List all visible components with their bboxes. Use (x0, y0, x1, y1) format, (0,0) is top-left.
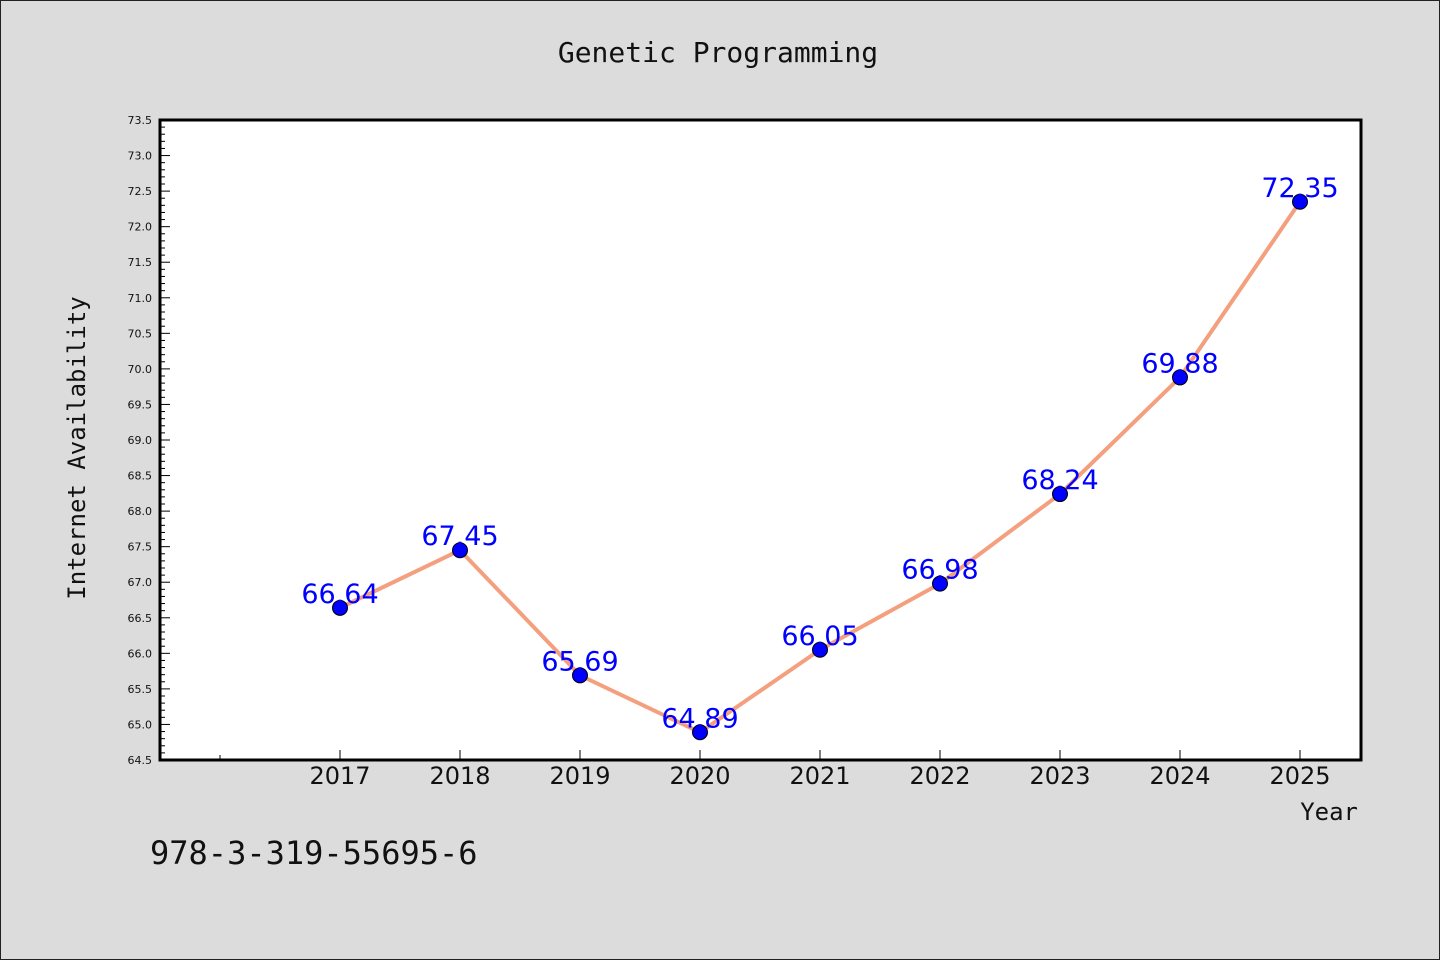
y-tick-label: 72.5 (128, 185, 153, 198)
y-tick-label: 68.5 (128, 470, 153, 483)
y-tick-label: 69.5 (128, 398, 153, 411)
y-tick-label: 70.0 (128, 363, 153, 376)
data-point (692, 724, 708, 741)
data-label: 65.69 (541, 646, 618, 677)
y-tick-label: 67.5 (128, 541, 153, 554)
data-label: 66.05 (781, 621, 858, 652)
footer-identifier: 978-3-319-55695-6 (150, 834, 478, 872)
y-tick-label: 68.0 (128, 505, 153, 518)
data-label: 69.88 (1141, 348, 1218, 379)
data-point (452, 542, 468, 559)
x-tick-label: 2025 (1269, 762, 1330, 790)
y-tick-label: 71.0 (128, 292, 153, 305)
data-label: 67.45 (421, 521, 498, 552)
y-tick-label: 65.0 (128, 718, 153, 731)
y-tick-label: 67.0 (128, 576, 153, 589)
data-label: 64.89 (661, 703, 738, 734)
x-axis-label: Year (1300, 798, 1358, 826)
y-axis-label: Internet Availability (63, 296, 91, 599)
data-labels: 66.64 67.45 65.69 64.89 66.05 66.98 68.24 69.88… (301, 173, 1338, 734)
data-label: 68.24 (1021, 465, 1098, 496)
x-tick-label: 2024 (1149, 762, 1210, 790)
y-tick-label: 66.5 (128, 612, 153, 625)
x-tick-label: 2017 (309, 762, 370, 790)
y-tick-label: 70.5 (128, 327, 153, 340)
y-tick-label: 69.0 (128, 434, 153, 447)
x-tick-label: 2023 (1029, 762, 1090, 790)
plot-area (158, 118, 1363, 762)
data-label: 66.64 (301, 579, 378, 610)
x-tick-label: 2021 (789, 762, 850, 790)
y-tick-label: 71.5 (128, 256, 153, 269)
x-tick-label: 2022 (909, 762, 970, 790)
y-tick-label: 73.5 (128, 114, 153, 127)
series-markers (332, 193, 1308, 741)
x-tick-label: 2019 (549, 762, 610, 790)
y-tick-label: 73.0 (128, 150, 153, 163)
data-point (932, 575, 948, 592)
y-tick-label: 72.0 (128, 221, 153, 234)
y-axis: 64.5 65.0 65.5 66.0 66.5 67.0 67.5 68.0 68.5 69.0… (128, 114, 170, 767)
x-tick-label: 2018 (429, 762, 490, 790)
x-tick-label: 2020 (669, 762, 730, 790)
y-tick-label: 65.5 (128, 683, 153, 696)
data-point (812, 641, 828, 658)
data-point (1172, 369, 1188, 386)
y-tick-label: 64.5 (128, 754, 153, 767)
x-axis: 2017 2018 2019 2020 2021 2022 2023 2024 2025 (219, 750, 1331, 790)
data-point (572, 667, 588, 684)
data-point (332, 599, 348, 616)
data-label: 66.98 (901, 555, 978, 586)
data-point (1052, 486, 1068, 503)
data-label: 72.35 (1261, 173, 1338, 204)
chart-title: Genetic Programming (558, 36, 878, 69)
y-tick-label: 66.0 (128, 647, 153, 660)
data-point (1292, 193, 1308, 210)
